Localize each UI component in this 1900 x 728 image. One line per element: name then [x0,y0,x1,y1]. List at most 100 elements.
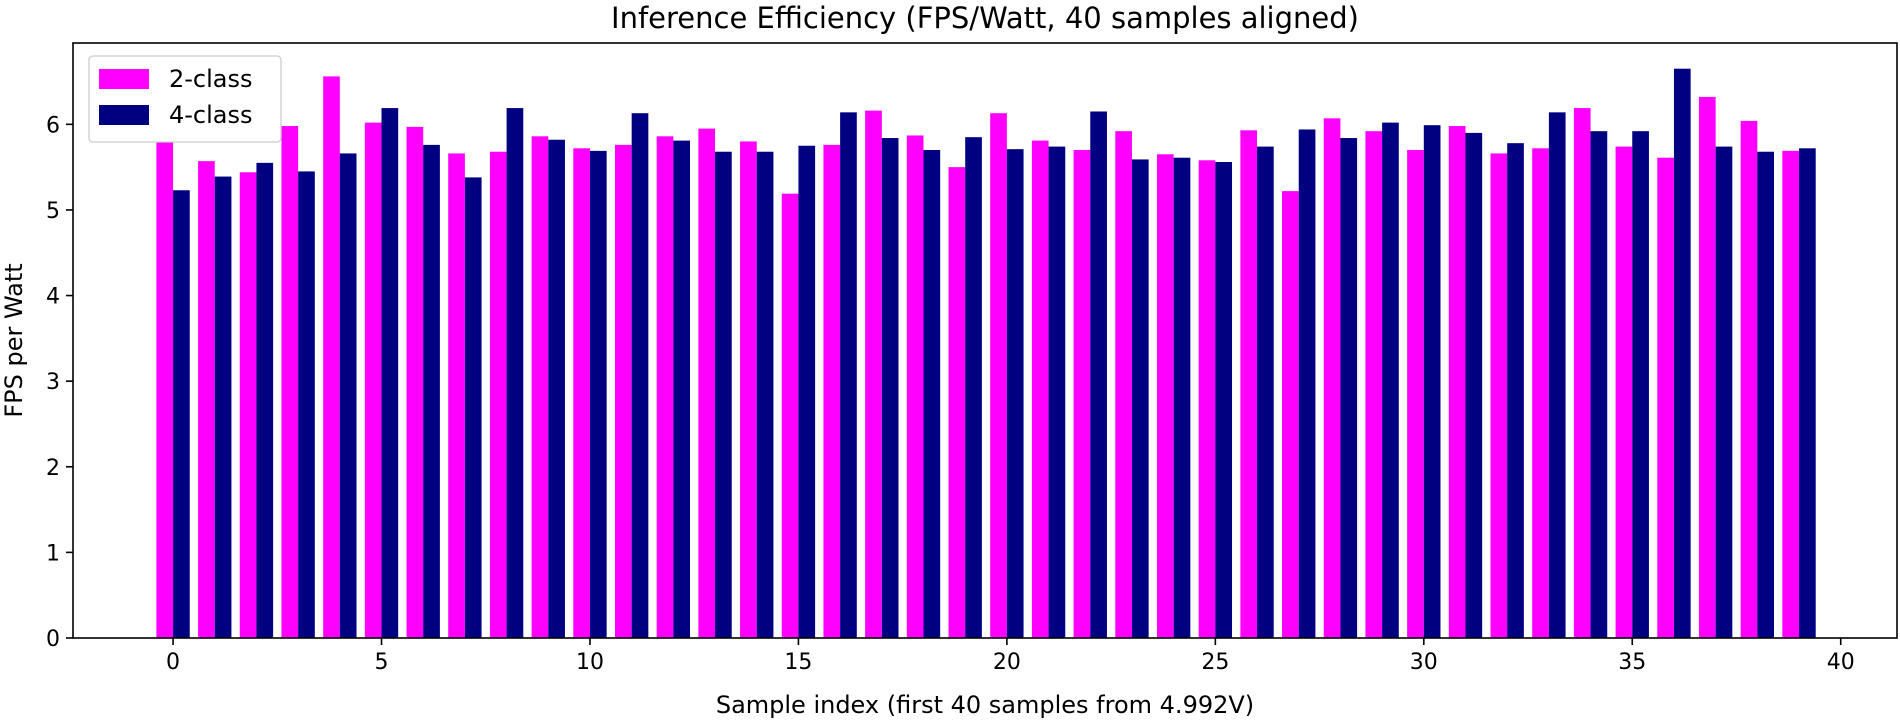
bar-2-class-31 [1448,126,1466,639]
bar-4-class-32 [1507,143,1524,638]
bar-2-class-16 [823,144,841,639]
bar-4-class-6 [423,144,440,639]
bar-2-class-10 [573,148,590,638]
y-tick-label-6: 6 [46,113,60,138]
bar-2-class-37 [1698,96,1716,639]
bars-layer [156,68,1816,639]
x-tick-label-10: 10 [576,650,604,675]
bar-2-class-32 [1490,153,1508,638]
bar-4-class-25 [1215,162,1233,638]
x-tick-label-40: 40 [1827,650,1855,675]
bar-2-class-17 [865,110,882,638]
bar-4-class-23 [1131,159,1149,639]
x-tick-label-25: 25 [1201,650,1229,675]
bar-4-class-39 [1799,148,1816,638]
bar-4-class-29 [1382,122,1399,638]
y-tick-label-3: 3 [46,370,60,395]
bar-2-class-36 [1657,157,1674,638]
bar-4-class-8 [506,108,524,638]
bar-4-class-2 [256,162,274,638]
bar-2-class-19 [948,167,966,638]
bar-2-class-11 [614,144,632,639]
legend-swatch-4-class [99,105,149,125]
bar-2-class-27 [1282,191,1299,638]
bar-4-class-14 [756,151,774,638]
x-tick-label-15: 15 [784,650,812,675]
bar-4-class-11 [631,113,649,639]
x-axis-title: Sample index (first 40 samples from 4.99… [716,691,1254,719]
y-tick-label-0: 0 [46,627,60,652]
bar-2-class-5 [364,122,382,638]
bar-4-class-22 [1090,111,1107,639]
plot-frame [72,42,1898,639]
bar-2-class-14 [740,141,757,638]
bar-2-class-12 [656,136,674,639]
bar-4-class-33 [1548,112,1566,638]
chart-title: Inference Efficiency (FPS/Watt, 40 sampl… [611,1,1359,35]
bar-4-class-26 [1257,146,1274,638]
bar-4-class-10 [589,150,607,639]
bar-4-class-37 [1715,146,1733,638]
bar-4-class-28 [1340,138,1358,638]
legend: 2-class 4-class [88,55,282,143]
bar-2-class-2 [239,172,257,638]
bar-2-class-7 [448,153,465,638]
y-tick-label-2: 2 [46,456,60,481]
bar-4-class-4 [339,153,357,638]
bar-2-class-6 [406,126,424,638]
y-axis: 0 1 2 3 4 5 6 [46,113,73,652]
bar-4-class-30 [1423,125,1441,638]
bar-2-class-25 [1198,160,1216,638]
x-axis: 0 5 10 15 20 25 30 35 40 [166,638,1855,675]
legend-swatch-2-class [99,69,149,89]
bar-2-class-20 [990,113,1007,639]
bar-2-class-9 [531,136,549,639]
bar-4-class-3 [298,171,315,638]
bar-4-class-12 [673,140,691,639]
bar-2-class-30 [1407,150,1424,638]
bar-4-class-38 [1757,151,1775,638]
bar-2-class-29 [1365,131,1383,638]
legend-label-4-class: 4-class [169,101,253,129]
bar-4-class-19 [965,137,982,638]
bar-4-class-21 [1048,146,1066,638]
bar-4-class-18 [923,150,941,638]
bar-2-class-26 [1240,130,1258,639]
bar-4-class-7 [464,177,482,638]
bar-2-class-39 [1782,150,1800,639]
bar-4-class-31 [1465,132,1483,638]
x-tick-label-35: 35 [1618,650,1646,675]
bar-2-class-8 [489,151,507,638]
bar-2-class-22 [1073,150,1091,638]
bar-4-class-34 [1590,131,1608,638]
x-tick-label-5: 5 [375,650,389,675]
x-tick-label-20: 20 [993,650,1021,675]
legend-label-2-class: 2-class [169,65,253,93]
bar-4-class-24 [1173,157,1191,638]
bar-2-class-3 [281,126,299,639]
bar-2-class-28 [1323,118,1341,638]
y-tick-label-5: 5 [46,199,60,224]
bar-2-class-4 [323,76,340,638]
x-tick-label-30: 30 [1410,650,1438,675]
bar-2-class-1 [198,161,215,638]
bar-4-class-5 [381,108,399,638]
bar-2-class-18 [906,135,924,638]
bar-4-class-27 [1298,129,1316,638]
y-tick-label-1: 1 [46,541,60,566]
bar-4-class-15 [798,145,816,638]
bar-4-class-16 [840,112,857,638]
bar-2-class-21 [1031,140,1049,639]
bar-4-class-35 [1632,131,1649,638]
bar-4-class-0 [173,190,190,638]
bar-2-class-35 [1615,146,1633,638]
bar-2-class-15 [781,193,799,638]
bar-4-class-9 [548,139,565,638]
bar-4-class-17 [881,138,899,638]
bar-2-class-33 [1532,148,1549,638]
bar-4-class-36 [1673,68,1691,638]
bar-2-class-24 [1156,154,1174,638]
x-tick-label-0: 0 [166,650,180,675]
